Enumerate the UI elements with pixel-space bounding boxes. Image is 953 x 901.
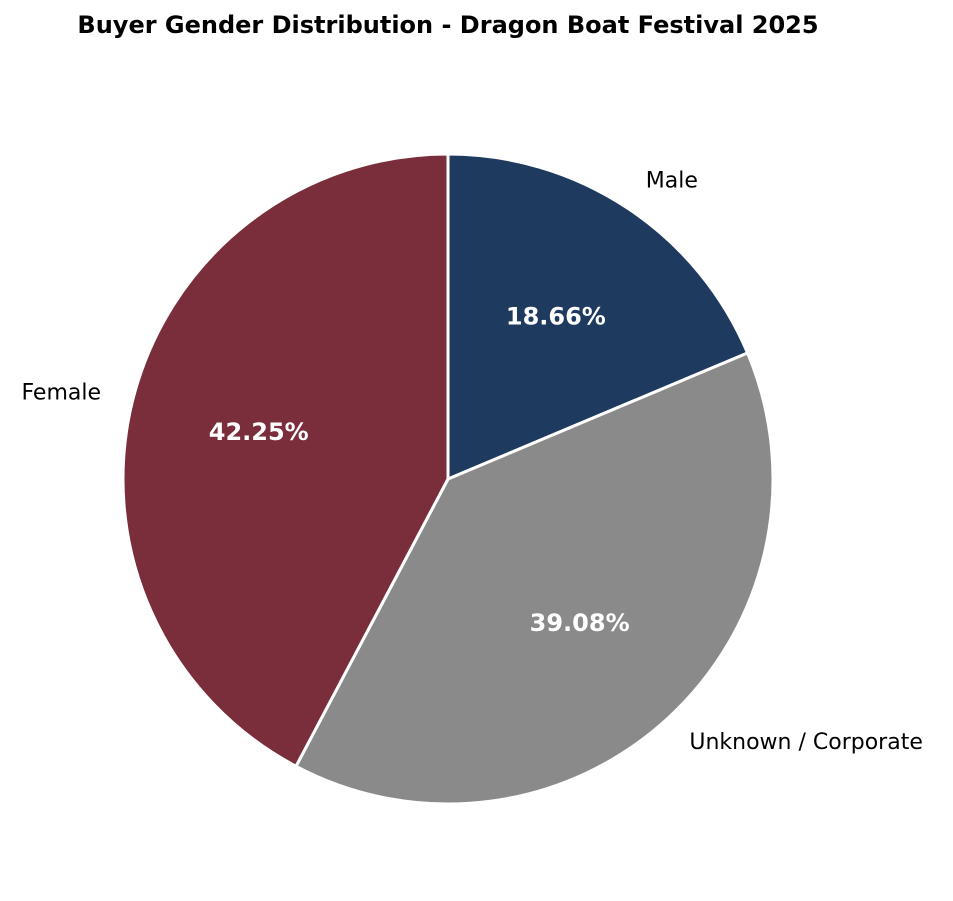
pct-label-female: 42.25% [209,418,309,446]
slice-label-unknown-corporate: Unknown / Corporate [689,730,923,755]
slice-label-female: Female [21,380,101,405]
pie-slices [121,152,775,806]
pie-slice-unknown-corporate [294,351,775,806]
slice-label-male: Male [646,169,698,194]
pie-labels: 18.66% Male 39.08% Unknown / Corporate 42.25… [21,169,922,756]
pie-slice-female [121,152,450,768]
pct-label-unknown-corporate: 39.08% [530,609,630,637]
pct-label-male: 18.66% [506,303,606,331]
pie-slice-male [446,152,750,481]
chart-title: Buyer Gender Distribution - Dragon Boat … [77,11,818,39]
